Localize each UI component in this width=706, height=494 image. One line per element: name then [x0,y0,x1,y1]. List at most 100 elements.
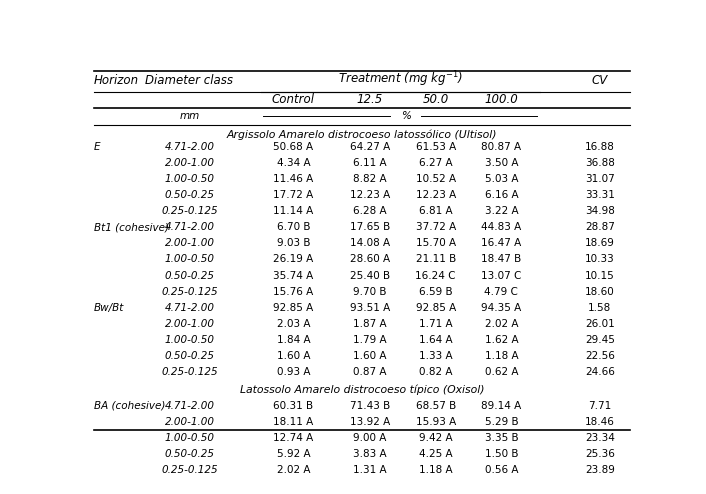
Text: 12.5: 12.5 [357,93,383,106]
Text: 0.25-0.125: 0.25-0.125 [161,206,217,216]
Text: mm: mm [179,111,200,121]
Text: 29.45: 29.45 [585,335,615,345]
Text: 23.34: 23.34 [585,433,615,443]
Text: 2.00-1.00: 2.00-1.00 [164,239,215,248]
Text: 1.18 A: 1.18 A [484,351,518,361]
Text: 1.84 A: 1.84 A [277,335,310,345]
Text: 9.70 B: 9.70 B [353,287,387,296]
Text: 0.50-0.25: 0.50-0.25 [164,351,215,361]
Text: 5.03 A: 5.03 A [484,174,518,184]
Text: 0.25-0.125: 0.25-0.125 [161,367,217,377]
Text: 10.52 A: 10.52 A [416,174,456,184]
Text: 4.25 A: 4.25 A [419,449,453,459]
Text: 1.00-0.50: 1.00-0.50 [164,254,215,264]
Text: 26.19 A: 26.19 A [273,254,313,264]
Text: 1.64 A: 1.64 A [419,335,453,345]
Text: 9.00 A: 9.00 A [353,433,387,443]
Text: 4.71-2.00: 4.71-2.00 [164,222,215,232]
Text: 23.89: 23.89 [585,465,615,475]
Text: 6.81 A: 6.81 A [419,206,453,216]
Text: 0.87 A: 0.87 A [353,367,387,377]
Text: 28.60 A: 28.60 A [350,254,390,264]
Text: 50.0: 50.0 [423,93,449,106]
Text: 1.62 A: 1.62 A [484,335,518,345]
Text: E: E [94,142,100,152]
Text: 26.01: 26.01 [585,319,615,329]
Text: 28.87: 28.87 [585,222,615,232]
Text: 94.35 A: 94.35 A [481,303,522,313]
Text: 92.85 A: 92.85 A [416,303,456,313]
Text: 13.07 C: 13.07 C [481,271,522,281]
Text: %: % [401,111,410,121]
Text: 4.34 A: 4.34 A [277,158,310,168]
Text: 2.00-1.00: 2.00-1.00 [164,319,215,329]
Text: 18.46: 18.46 [585,417,615,427]
Text: 17.65 B: 17.65 B [350,222,390,232]
Text: Bw/Bt: Bw/Bt [94,303,124,313]
Text: 2.00-1.00: 2.00-1.00 [164,417,215,427]
Text: 33.31: 33.31 [585,190,615,200]
Text: 60.31 B: 60.31 B [273,401,313,411]
Text: 1.60 A: 1.60 A [277,351,310,361]
Text: 0.82 A: 0.82 A [419,367,453,377]
Text: 1.33 A: 1.33 A [419,351,453,361]
Text: 13.92 A: 13.92 A [350,417,390,427]
Text: 25.40 B: 25.40 B [350,271,390,281]
Text: 9.42 A: 9.42 A [419,433,453,443]
Text: 1.18 A: 1.18 A [419,465,453,475]
Text: 12.23 A: 12.23 A [350,190,390,200]
Text: 2.00-1.00: 2.00-1.00 [164,158,215,168]
Text: 1.87 A: 1.87 A [353,319,387,329]
Text: 7.71: 7.71 [588,401,611,411]
Text: CV: CV [592,74,608,87]
Text: 8.82 A: 8.82 A [353,174,387,184]
Text: 22.56: 22.56 [585,351,615,361]
Text: 36.88: 36.88 [585,158,615,168]
Text: 6.11 A: 6.11 A [353,158,387,168]
Text: 12.74 A: 12.74 A [273,433,313,443]
Text: 0.50-0.25: 0.50-0.25 [164,271,215,281]
Text: 3.50 A: 3.50 A [484,158,518,168]
Text: 18.47 B: 18.47 B [481,254,522,264]
Text: 0.56 A: 0.56 A [484,465,518,475]
Text: 0.50-0.25: 0.50-0.25 [164,449,215,459]
Text: 2.02 A: 2.02 A [484,319,518,329]
Text: 24.66: 24.66 [585,367,615,377]
Text: 31.07: 31.07 [585,174,615,184]
Text: 1.60 A: 1.60 A [353,351,387,361]
Text: 68.57 B: 68.57 B [416,401,456,411]
Text: 92.85 A: 92.85 A [273,303,313,313]
Text: 4.71-2.00: 4.71-2.00 [164,401,215,411]
Text: 12.23 A: 12.23 A [416,190,456,200]
Text: 15.76 A: 15.76 A [273,287,313,296]
Text: 10.15: 10.15 [585,271,615,281]
Text: 93.51 A: 93.51 A [350,303,390,313]
Text: 1.00-0.50: 1.00-0.50 [164,433,215,443]
Text: 35.74 A: 35.74 A [273,271,313,281]
Text: 4.71-2.00: 4.71-2.00 [164,142,215,152]
Text: 0.25-0.125: 0.25-0.125 [161,465,217,475]
Text: 15.93 A: 15.93 A [416,417,456,427]
Text: 21.11 B: 21.11 B [416,254,456,264]
Text: 0.62 A: 0.62 A [484,367,518,377]
Text: 14.08 A: 14.08 A [350,239,390,248]
Text: 2.02 A: 2.02 A [277,465,310,475]
Text: Diameter class: Diameter class [145,74,234,87]
Text: 11.14 A: 11.14 A [273,206,313,216]
Text: 5.92 A: 5.92 A [277,449,310,459]
Text: 6.16 A: 6.16 A [484,190,518,200]
Text: 61.53 A: 61.53 A [416,142,456,152]
Text: Argissolo Amarelo distrocoeso latossólico (Ultisol): Argissolo Amarelo distrocoeso latossólic… [227,129,497,140]
Text: 16.24 C: 16.24 C [415,271,456,281]
Text: 6.70 B: 6.70 B [277,222,310,232]
Text: BA (cohesive): BA (cohesive) [94,401,165,411]
Text: 34.98: 34.98 [585,206,615,216]
Text: 1.31 A: 1.31 A [353,465,387,475]
Text: 4.71-2.00: 4.71-2.00 [164,303,215,313]
Text: 18.69: 18.69 [585,239,615,248]
Text: 2.03 A: 2.03 A [277,319,310,329]
Text: 0.50-0.25: 0.50-0.25 [164,190,215,200]
Text: Treatment (mg kg$^{-1}$): Treatment (mg kg$^{-1}$) [337,70,462,89]
Text: 1.58: 1.58 [588,303,611,313]
Text: 6.28 A: 6.28 A [353,206,387,216]
